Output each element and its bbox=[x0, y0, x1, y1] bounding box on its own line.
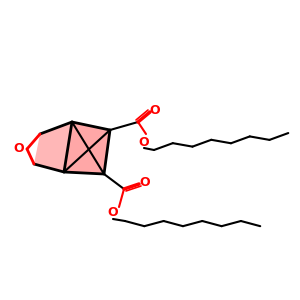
Polygon shape bbox=[64, 122, 110, 174]
Polygon shape bbox=[34, 122, 110, 174]
Text: O: O bbox=[108, 206, 118, 220]
Text: O: O bbox=[140, 176, 150, 188]
Text: O: O bbox=[14, 142, 24, 155]
Text: O: O bbox=[150, 103, 160, 116]
Text: O: O bbox=[139, 136, 149, 148]
